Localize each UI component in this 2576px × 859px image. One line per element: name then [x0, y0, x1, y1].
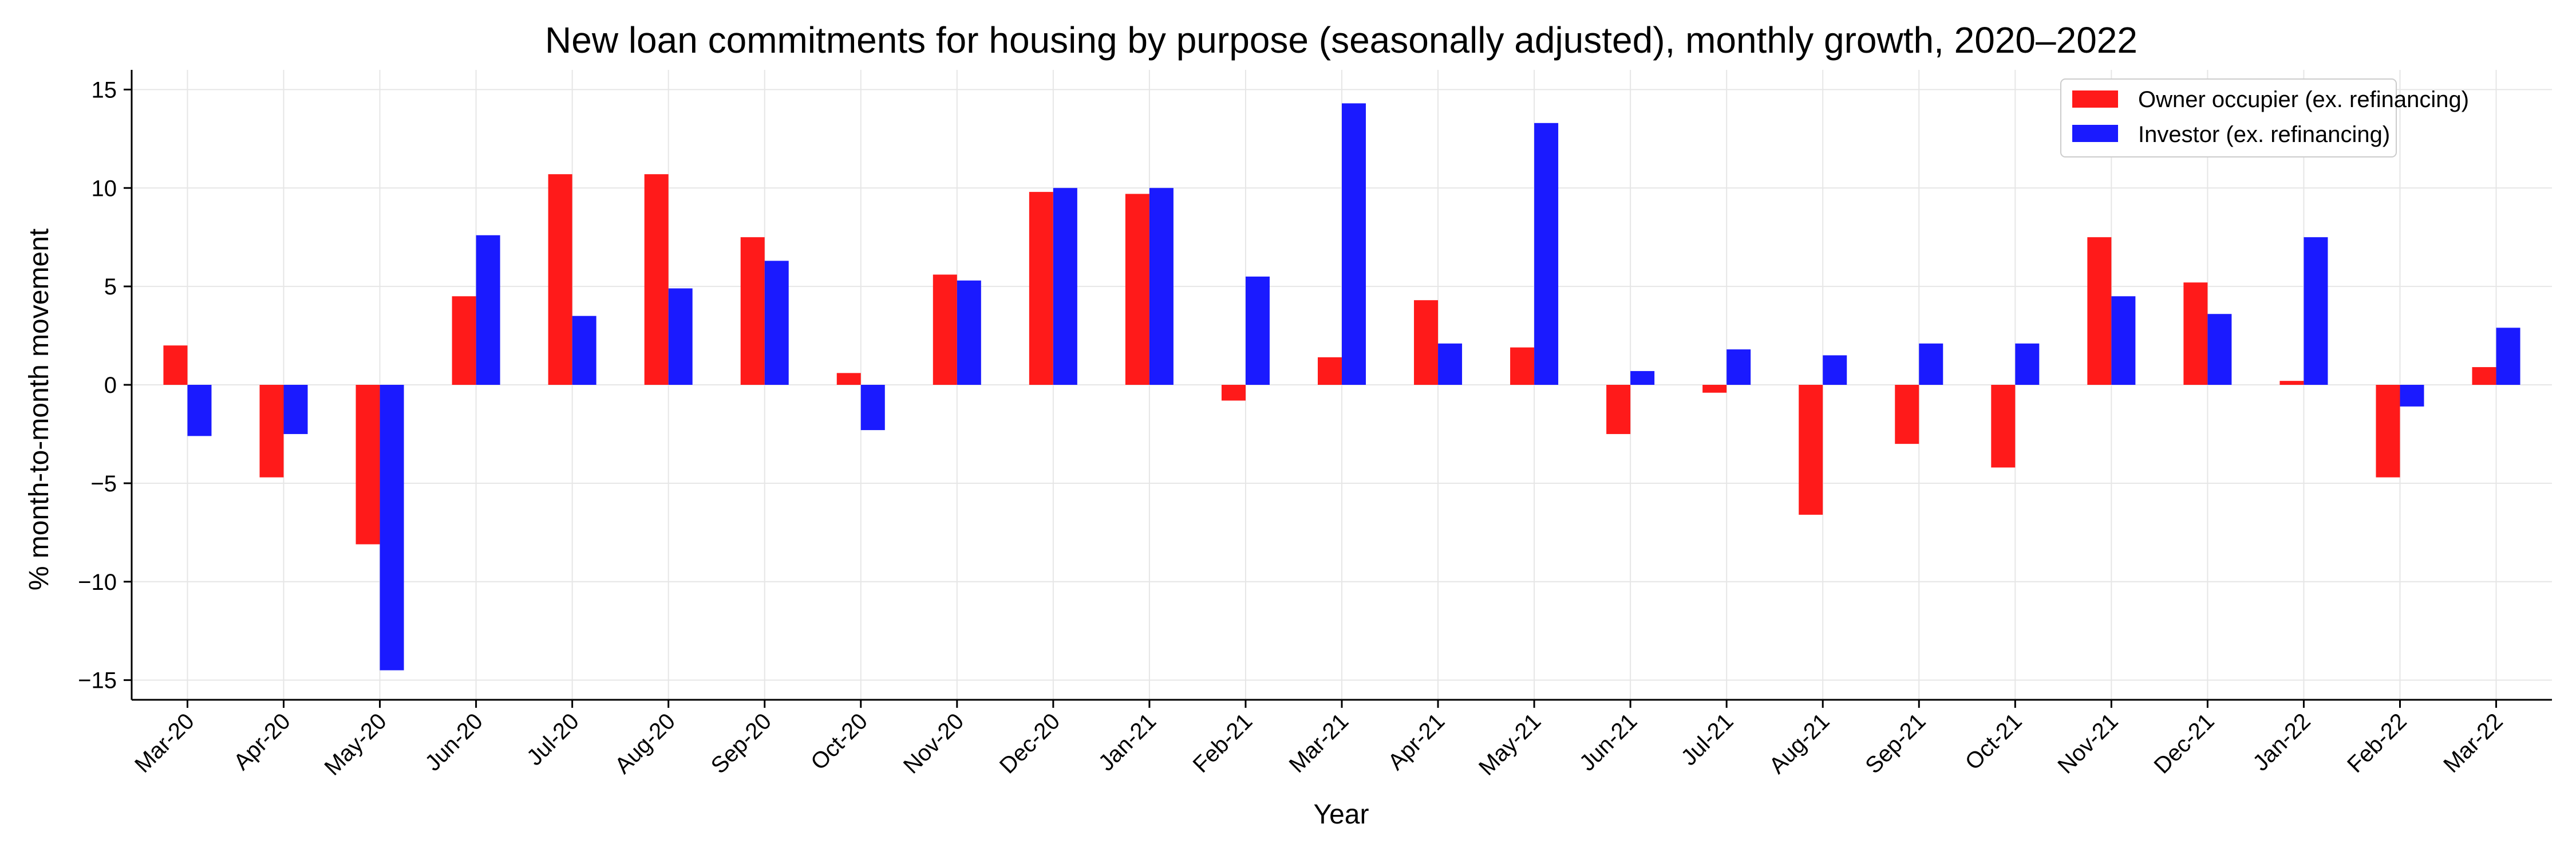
axes — [124, 70, 2552, 708]
bar-owner-occupier-jul-21 — [1702, 385, 1727, 393]
bar-owner-occupier-jul-20 — [548, 174, 572, 385]
x-tick-label: Sep-20 — [706, 708, 776, 778]
y-tick-label: −5 — [90, 471, 117, 497]
bar-owner-occupier-jun-20 — [452, 296, 476, 385]
bar-investor-oct-21 — [2015, 343, 2040, 385]
bar-investor-mar-21 — [1342, 103, 1366, 385]
bar-investor-nov-20 — [957, 280, 981, 385]
bar-owner-occupier-may-21 — [1510, 347, 1535, 385]
bar-investor-jul-20 — [572, 316, 596, 385]
bar-investor-apr-20 — [283, 385, 308, 434]
bar-investor-dec-21 — [2207, 314, 2232, 385]
bar-owner-occupier-feb-22 — [2376, 385, 2400, 478]
x-tick-label: Jun-20 — [420, 708, 488, 776]
x-tick-label: May-21 — [1474, 708, 1546, 780]
legend-swatch-owner-occupier — [2072, 90, 2118, 108]
legend-box — [2060, 78, 2397, 157]
bar-investor-nov-21 — [2111, 296, 2136, 385]
x-tick-label: Nov-21 — [2053, 708, 2123, 778]
bar-owner-occupier-apr-20 — [259, 385, 284, 478]
bar-investor-aug-20 — [668, 288, 693, 385]
bar-investor-feb-22 — [2400, 385, 2424, 407]
bar-investor-may-20 — [380, 385, 404, 671]
bar-investor-jun-20 — [476, 235, 500, 385]
x-tick-label: Mar-21 — [1285, 708, 1354, 778]
x-tick-label: Jul-20 — [522, 708, 584, 770]
bar-investor-mar-20 — [187, 385, 212, 436]
bar-owner-occupier-nov-21 — [2087, 237, 2112, 385]
x-tick-label: Dec-21 — [2149, 708, 2219, 778]
bar-owner-occupier-sep-20 — [740, 237, 765, 385]
x-tick-label: Sep-21 — [1860, 708, 1930, 778]
x-tick-label: Oct-20 — [806, 708, 872, 775]
bar-owner-occupier-oct-21 — [1991, 385, 2016, 468]
x-tick-label: Aug-20 — [610, 708, 680, 778]
x-tick-label: Feb-22 — [2342, 708, 2412, 778]
x-tick-label: Jul-21 — [1676, 708, 1738, 770]
legend-swatch-investor — [2072, 125, 2118, 142]
y-axis-label: % month-to-month movement — [24, 228, 54, 590]
bar-investor-jun-21 — [1630, 371, 1655, 385]
bar-owner-occupier-mar-20 — [163, 345, 188, 385]
bar-owner-occupier-jun-21 — [1606, 385, 1631, 434]
bar-owner-occupier-mar-21 — [1317, 357, 1342, 385]
bar-investor-may-21 — [1534, 123, 1559, 385]
bar-owner-occupier-aug-21 — [1799, 385, 1823, 515]
bar-investor-aug-21 — [1823, 355, 1847, 385]
y-tick-label: 15 — [92, 77, 117, 103]
bar-owner-occupier-jan-21 — [1125, 194, 1149, 385]
bar-owner-occupier-dec-20 — [1029, 192, 1053, 385]
y-tick-label: −10 — [78, 570, 117, 595]
bar-investor-dec-20 — [1053, 188, 1077, 385]
bar-owner-occupier-apr-21 — [1414, 300, 1439, 385]
tick-labels: 15 10 5 0 −5 −10 −15 Mar-20 Apr-20 May-20 Jun-20 Ju… — [78, 77, 2508, 780]
x-tick-label: Jan-21 — [1094, 708, 1161, 776]
legend-label-investor: Investor (ex. refinancing) — [2138, 122, 2390, 147]
bar-owner-occupier-sep-21 — [1895, 385, 1919, 444]
bar-owner-occupier-mar-22 — [2472, 367, 2496, 385]
x-tick-label: May-20 — [319, 708, 391, 780]
x-tick-label: Mar-20 — [130, 708, 199, 778]
x-tick-label: Jan-22 — [2248, 708, 2316, 776]
bar-investor-jul-21 — [1726, 349, 1751, 385]
bar-owner-occupier-dec-21 — [2183, 282, 2208, 385]
x-tick-label: Mar-22 — [2439, 708, 2508, 778]
bar-owner-occupier-nov-20 — [933, 274, 957, 385]
bar-investor-apr-21 — [1438, 343, 1463, 385]
x-tick-label: Jun-21 — [1575, 708, 1642, 776]
x-tick-label: Feb-21 — [1188, 708, 1258, 778]
bar-owner-occupier-may-20 — [355, 385, 380, 545]
bar-investor-feb-21 — [1245, 276, 1270, 385]
x-tick-label: Nov-20 — [899, 708, 969, 778]
bar-investor-oct-20 — [860, 385, 885, 431]
x-tick-label: Apr-21 — [1383, 708, 1449, 775]
bars — [163, 103, 2520, 671]
bar-owner-occupier-oct-20 — [836, 373, 861, 385]
x-tick-label: Apr-20 — [229, 708, 295, 775]
bar-investor-sep-20 — [764, 261, 789, 385]
x-tick-label: Oct-21 — [1961, 708, 2027, 775]
bar-owner-occupier-jan-22 — [2279, 381, 2304, 385]
bar-owner-occupier-aug-20 — [644, 174, 669, 385]
bar-investor-jan-22 — [2304, 237, 2328, 385]
bar-owner-occupier-feb-21 — [1221, 385, 1246, 401]
legend-label-owner-occupier: Owner occupier (ex. refinancing) — [2138, 87, 2469, 112]
y-tick-label: −15 — [78, 668, 117, 693]
y-tick-label: 10 — [92, 176, 117, 201]
x-axis-label: Year — [1314, 799, 1369, 830]
chart-title: New loan commitments for housing by purp… — [545, 19, 2138, 61]
legend: Owner occupier (ex. refinancing) Investo… — [2060, 78, 2469, 157]
bar-investor-sep-21 — [1919, 343, 1943, 385]
bar-investor-mar-22 — [2496, 328, 2520, 385]
x-tick-label: Aug-21 — [1764, 708, 1834, 778]
y-tick-label: 5 — [104, 274, 117, 300]
bar-investor-jan-21 — [1149, 188, 1174, 385]
x-tick-label: Dec-20 — [995, 708, 1065, 778]
y-tick-label: 0 — [104, 373, 117, 398]
